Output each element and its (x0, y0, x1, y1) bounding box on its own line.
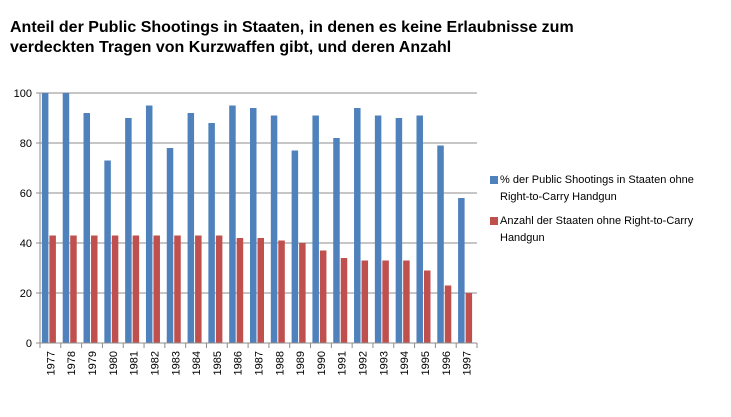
x-tick-label: 1978 (66, 351, 78, 375)
legend-swatch-blue (490, 176, 498, 184)
bar-percent-1979 (83, 113, 91, 343)
chart-title: Anteil der Public Shootings in Staaten, … (10, 19, 574, 56)
x-tick-label: 1997 (462, 351, 474, 375)
bar-states-1980 (111, 235, 119, 343)
x-tick-label: 1992 (358, 351, 370, 375)
x-tick-label: 1994 (399, 351, 411, 375)
bar-states-1988 (278, 240, 285, 343)
y-tick-label: 20 (20, 288, 32, 300)
x-tick-label: 1995 (420, 351, 432, 375)
bar-percent-1994 (395, 118, 403, 343)
bar-states-1993 (382, 260, 389, 343)
x-tick-label: 1991 (337, 351, 349, 375)
x-tick-label: 1982 (149, 351, 161, 375)
bar-states-1979 (91, 235, 98, 343)
bar-states-1986 (236, 238, 244, 343)
bar-percent-1988 (270, 115, 278, 343)
bar-percent-1989 (291, 150, 299, 343)
bar-states-1982 (153, 235, 160, 343)
bar-percent-1984 (187, 113, 195, 343)
x-tick-label: 1983 (170, 351, 182, 375)
bar-percent-1993 (374, 115, 382, 343)
bar-states-1990 (319, 250, 327, 343)
bar-percent-1986 (229, 105, 236, 343)
bar-states-1997 (465, 293, 473, 343)
bar-states-1981 (132, 235, 140, 343)
bar-percent-1981 (125, 118, 132, 343)
legend-swatch-red (490, 217, 498, 225)
bar-percent-1992 (354, 108, 361, 343)
y-tick-label: 0 (26, 338, 32, 350)
x-tick-label: 1981 (129, 351, 141, 375)
bar-percent-1977 (41, 93, 49, 343)
bar-percent-1980 (104, 160, 111, 343)
bar-percent-1983 (166, 148, 174, 343)
x-tick-label: 1988 (274, 351, 286, 375)
bar-states-1983 (174, 235, 181, 343)
x-tick-label: 1986 (233, 351, 245, 375)
y-tick-label: 40 (20, 238, 32, 250)
legend-item-series-1: % der Public Shootings in Staaten ohne R… (490, 172, 725, 206)
bar-percent-1982 (145, 105, 153, 343)
bar-states-1995 (423, 270, 431, 343)
bar-percent-1995 (416, 115, 423, 343)
legend-label: Anzahl der Staaten ohne Right-to-Carry H… (500, 215, 694, 244)
bar-states-1991 (340, 258, 348, 343)
bar-percent-1978 (62, 93, 70, 343)
y-tick-label: 80 (20, 138, 32, 150)
x-tick-label: 1977 (45, 351, 57, 375)
bar-states-1984 (195, 235, 202, 343)
bar-percent-1991 (333, 138, 340, 343)
legend-item-series-2: Anzahl der Staaten ohne Right-to-Carry H… (490, 213, 725, 247)
x-tick-label: 1984 (191, 351, 203, 375)
bar-states-1978 (70, 235, 77, 343)
y-tick-label: 60 (20, 188, 32, 200)
x-tick-label: 1990 (316, 351, 328, 375)
legend-label: % der Public Shootings in Staaten ohne R… (500, 174, 694, 203)
x-tick-label: 1985 (212, 351, 224, 375)
bar-states-1996 (444, 285, 452, 343)
x-tick-label: 1989 (295, 351, 307, 375)
bar-percent-1990 (312, 115, 319, 343)
x-tick-label: 1993 (378, 351, 390, 375)
bar-percent-1985 (208, 123, 215, 343)
bar-states-1987 (257, 238, 264, 343)
bar-percent-1987 (250, 108, 257, 343)
bar-states-1977 (49, 235, 56, 343)
bar-states-1992 (361, 260, 369, 343)
bar-states-1994 (403, 260, 410, 343)
x-tick-label: 1979 (87, 351, 99, 375)
bar-percent-1997 (458, 198, 465, 343)
bar-states-1989 (299, 243, 306, 343)
bar-states-1985 (215, 235, 223, 343)
x-tick-label: 1987 (254, 351, 266, 375)
y-tick-label: 100 (14, 88, 32, 100)
x-tick-label: 1980 (108, 351, 120, 375)
x-tick-label: 1996 (441, 351, 453, 375)
bar-percent-1996 (437, 145, 444, 343)
